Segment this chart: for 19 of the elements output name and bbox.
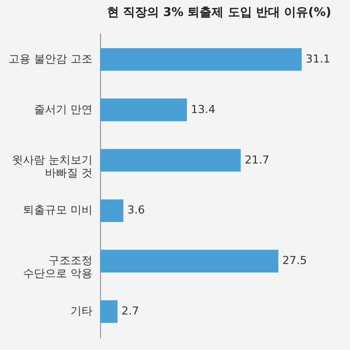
y-tick-label: 구조조정 수단으로 악용 (23, 254, 92, 280)
data-label: 31.1 (306, 52, 330, 66)
data-label: 21.7 (244, 153, 270, 166)
data-label: 27.5 (282, 254, 307, 268)
data-label: 3.6 (127, 204, 145, 217)
bar (100, 199, 124, 222)
y-tick-label: 윗사람 눈치보기 바빠질 것 (12, 153, 92, 180)
bar (100, 148, 241, 172)
data-label: 2.7 (122, 304, 140, 318)
chart-title: 현 직장의 3% 퇴출제 도입 반대 이유(%) (106, 5, 332, 19)
y-tick-label: 퇴출규모 미비 (23, 204, 92, 217)
bar (100, 98, 187, 122)
y-tick-label: 기타 (70, 304, 92, 318)
y-tick-label: 줄서기 만연 (34, 102, 92, 116)
y-tick-label: 고용 불안감 고조 (8, 52, 92, 66)
bar (100, 300, 118, 323)
data-label: 13.4 (190, 102, 216, 116)
bar (100, 48, 302, 71)
bar (100, 250, 278, 272)
